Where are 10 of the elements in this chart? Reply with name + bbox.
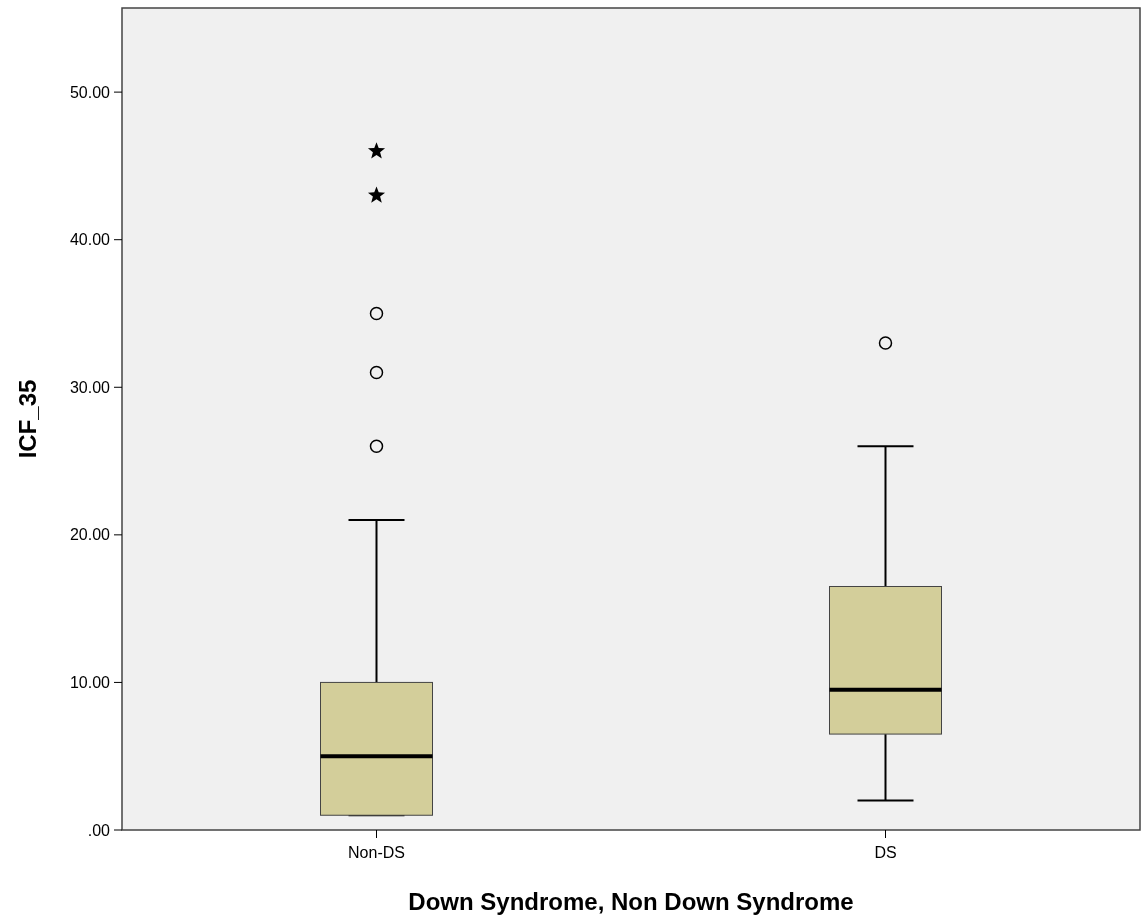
y-tick-label: 30.00 — [69, 378, 111, 396]
y-tick-label: 40.00 — [69, 231, 111, 249]
x-tick-label: DS — [874, 844, 897, 861]
y-tick-label: .00 — [87, 821, 111, 839]
x-axis-title: Down Syndrome, Non Down Syndrome — [408, 888, 854, 915]
y-axis-title: ICF_35 — [14, 379, 41, 459]
y-tick-label: 20.00 — [69, 526, 111, 544]
y-tick-label: 50.00 — [69, 83, 111, 101]
x-tick-label: Non-DS — [348, 844, 405, 861]
y-tick-label: 10.00 — [69, 674, 111, 692]
